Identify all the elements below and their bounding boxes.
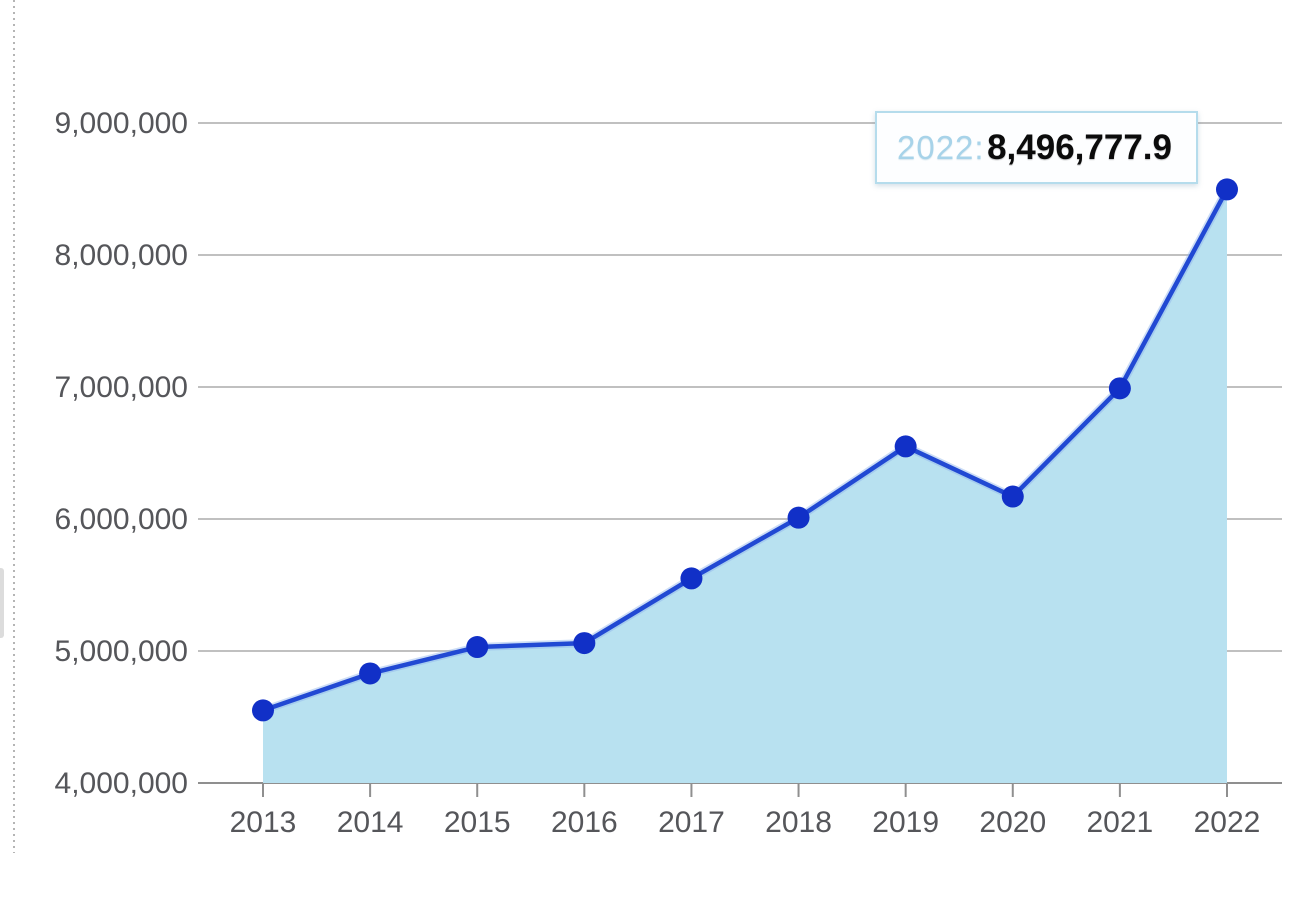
x-axis-tick-label: 2016 [551, 806, 618, 839]
y-axis-tick-label: 6,000,000 [55, 503, 188, 536]
data-point[interactable] [894, 435, 917, 458]
x-axis-tick-label: 2020 [979, 806, 1046, 839]
y-axis-tick-label: 4,000,000 [55, 767, 188, 800]
x-axis-tick-label: 2018 [765, 806, 832, 839]
x-axis-tick-label: 2021 [1087, 806, 1154, 839]
dotted-guide-line [13, 0, 15, 853]
series-line [262, 188, 1229, 713]
y-axis-tick-label: 7,000,000 [55, 371, 188, 404]
left-edge-scroll-fragment [0, 568, 4, 638]
data-point[interactable] [680, 567, 703, 590]
data-point[interactable] [1001, 485, 1024, 508]
y-axis-tick-label: 5,000,000 [55, 635, 188, 668]
tooltip-value: 8,496,777.9 [987, 127, 1172, 167]
x-axis-tick-label: 2015 [444, 806, 511, 839]
x-axis-tick-label: 2017 [658, 806, 725, 839]
data-point[interactable] [787, 506, 810, 529]
area-fill [263, 189, 1227, 784]
data-point[interactable] [359, 662, 382, 685]
data-tooltip: 2022: 8,496,777.9 [875, 111, 1198, 184]
x-axis-tick-label: 2013 [230, 806, 297, 839]
x-axis-tick-label: 2014 [337, 806, 404, 839]
x-axis-tick-label: 2022 [1194, 806, 1261, 839]
y-axis-tick-label: 9,000,000 [55, 107, 188, 140]
tooltip-year-label: 2022: [897, 128, 985, 166]
data-point[interactable] [252, 699, 274, 722]
x-axis-tick-label: 2019 [872, 806, 939, 839]
y-axis-tick-label: 8,000,000 [55, 239, 188, 272]
data-point[interactable] [466, 636, 489, 659]
data-point[interactable] [573, 632, 596, 655]
data-point[interactable] [1215, 178, 1238, 201]
data-point[interactable] [1108, 377, 1131, 400]
